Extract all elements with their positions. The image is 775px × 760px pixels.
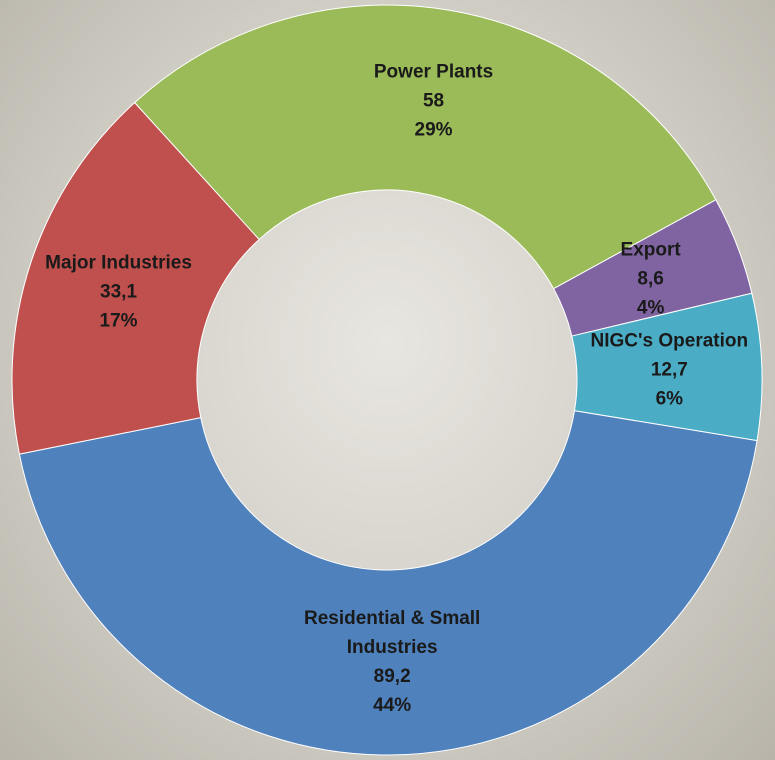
category-label: Residential & Small Industries	[304, 608, 481, 659]
category-label: Power Plants	[373, 61, 494, 83]
category-label: Major Industries	[45, 252, 192, 274]
slice-label: Residential & Small Industries 89,2 44%	[262, 604, 522, 720]
value-label: 8,6	[637, 268, 664, 290]
donut-slice	[11, 101, 260, 455]
percent-label: 29%	[414, 119, 453, 141]
value-label: 12,7	[650, 359, 688, 381]
donut-slice	[18, 410, 758, 756]
slice-label: NIGC's Operation 12,7 6%	[591, 326, 749, 413]
value-label: 89,2	[373, 666, 411, 688]
percent-label: 6%	[655, 388, 684, 410]
slice-label: Major Industries 33,1 17%	[45, 249, 192, 336]
donut-slice	[133, 4, 717, 290]
slice-label: Export 8,6 4%	[621, 235, 681, 322]
category-label: Export	[620, 239, 681, 261]
percent-label: 4%	[636, 297, 665, 319]
category-label: NIGC's Operation	[590, 330, 749, 352]
percent-label: 44%	[373, 695, 412, 717]
slice-label: Power Plants 58 29%	[374, 58, 493, 145]
value-label: 33,1	[100, 281, 138, 303]
percent-label: 17%	[99, 310, 138, 332]
value-label: 58	[422, 90, 445, 112]
